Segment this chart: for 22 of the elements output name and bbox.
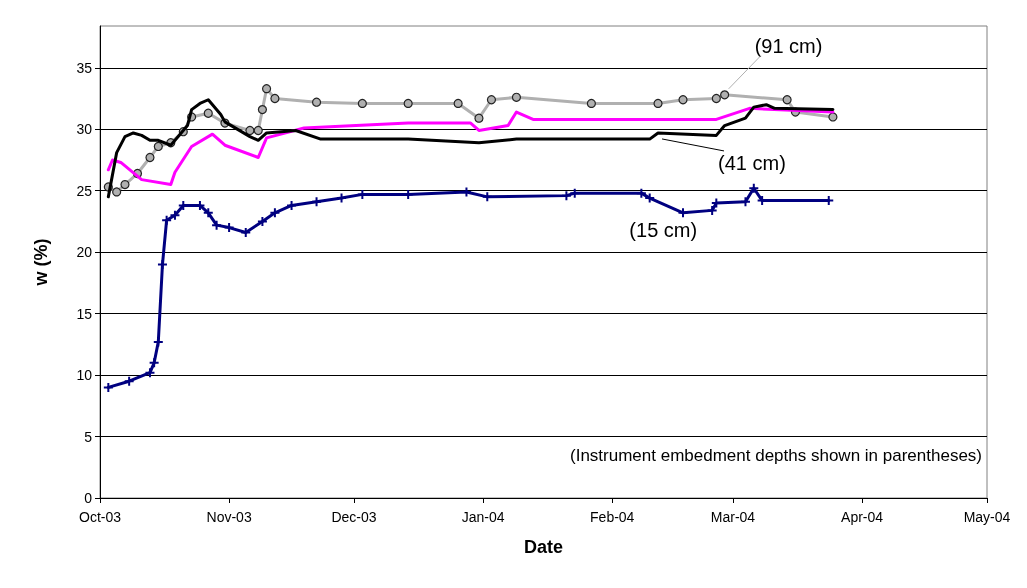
series-label: (15 cm) bbox=[629, 219, 698, 242]
series-label: (41 cm) bbox=[718, 151, 786, 174]
x-tick-label: Nov-03 bbox=[206, 509, 252, 525]
x-tick-label: Jan-04 bbox=[461, 509, 505, 525]
x-tick-label: Oct-03 bbox=[78, 509, 122, 525]
y-tick-label: 20 bbox=[76, 244, 93, 261]
annotation: (Instrument embedment depths shown in parentheses) bbox=[570, 446, 983, 465]
y-tick-label: 15 bbox=[76, 305, 93, 322]
y-tick-label: 0 bbox=[84, 490, 93, 506]
x-tick-label: Apr-04 bbox=[841, 509, 884, 525]
y-tick-label: 35 bbox=[76, 59, 93, 76]
x-tick-label: Mar-04 bbox=[710, 509, 756, 525]
x-axis-title: Date bbox=[523, 537, 564, 557]
y-tick-label: 10 bbox=[76, 367, 93, 384]
x-tick-label: May-04 bbox=[963, 509, 1011, 525]
text: (91 cm) bbox=[754, 34, 823, 57]
y-axis-title: w (%) bbox=[31, 238, 51, 287]
y-tick-label: 30 bbox=[76, 121, 93, 138]
y-tick-label: 5 bbox=[84, 428, 93, 445]
y-tick-label: 25 bbox=[76, 182, 93, 199]
x-tick-label: Feb-04 bbox=[590, 509, 635, 525]
x-tick-label: Dec-03 bbox=[331, 509, 377, 525]
